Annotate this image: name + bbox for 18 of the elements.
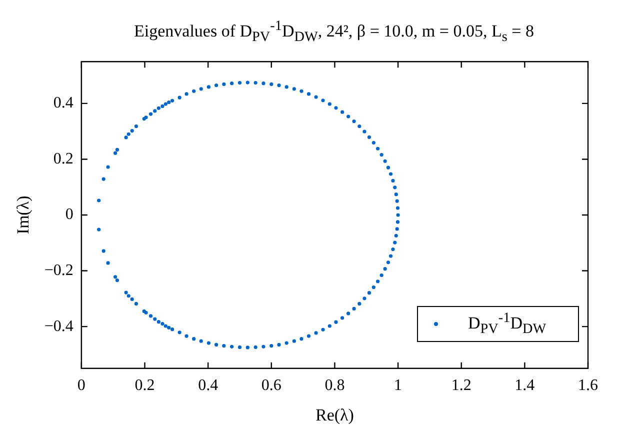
y-axis-title: Im(λ) — [14, 196, 33, 234]
legend-label: D$_{PV}$$^{-1}$D$_{DW}$ — [468, 310, 546, 338]
y-tick-label: 0 — [65, 206, 74, 224]
y-tick-label: −0.4 — [44, 318, 74, 335]
x-tick-label: 1.4 — [514, 377, 535, 394]
x-tick-label: 0.2 — [134, 377, 155, 394]
y-tick-label: 0.4 — [53, 94, 74, 112]
x-tick-label: 0.8 — [324, 377, 345, 394]
y-tick-label: −0.2 — [44, 262, 74, 279]
y-tick-label: 0.2 — [53, 150, 74, 168]
x-tick-label: 1.2 — [451, 377, 472, 394]
x-axis-title: Re(λ) — [315, 405, 354, 424]
x-tick-label: 1 — [394, 377, 402, 394]
x-tick-label: 0.6 — [261, 377, 282, 394]
x-tick-label: 0 — [77, 377, 86, 394]
x-tick-label: 0.4 — [198, 377, 218, 394]
chart-title: Eigenvalues of D$_{PV}$$^{-1}$D$_{DW}$, 24², β = 10.0, m = 0.05, L$_{s}$ = 8 — [133, 17, 535, 46]
x-tick-label: 1.6 — [578, 377, 598, 394]
